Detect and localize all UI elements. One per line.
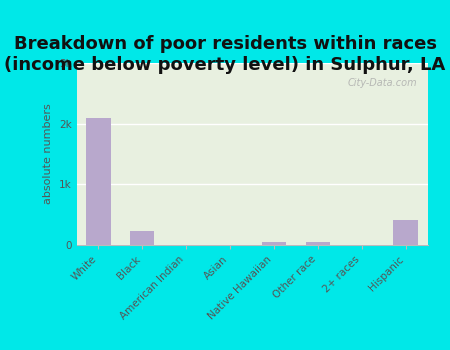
Text: Breakdown of poor residents within races
(income below poverty level) in Sulphur: Breakdown of poor residents within races… <box>4 35 446 74</box>
Bar <box>130 231 154 245</box>
Bar <box>393 220 418 245</box>
Y-axis label: absolute numbers: absolute numbers <box>43 104 54 204</box>
Bar <box>306 242 330 245</box>
Bar <box>86 118 111 245</box>
Bar <box>262 241 286 245</box>
Text: City-Data.com: City-Data.com <box>347 78 417 88</box>
